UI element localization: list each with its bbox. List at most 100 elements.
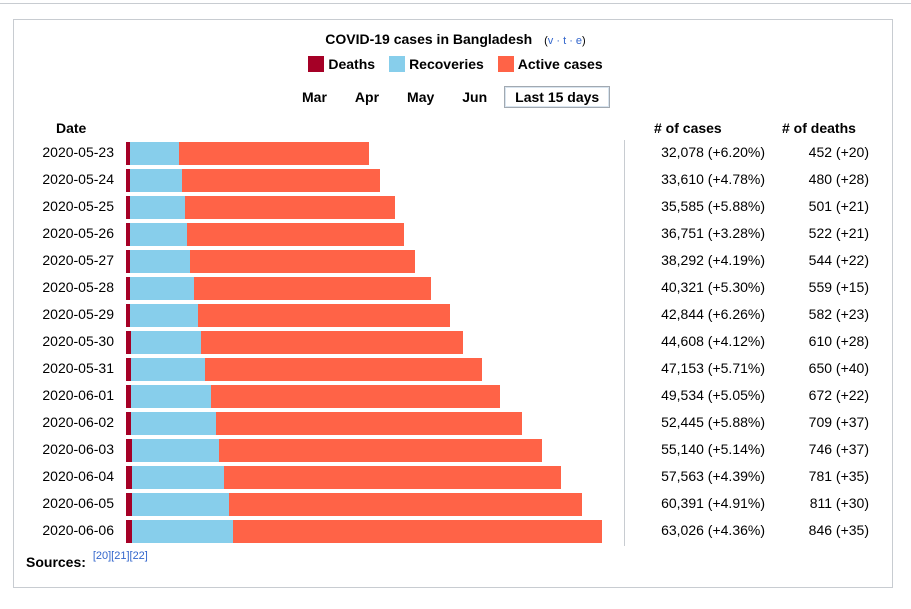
- vte-open: (: [544, 35, 548, 47]
- tab-apr[interactable]: Apr: [354, 89, 380, 105]
- active-bar: [223, 466, 561, 489]
- chart-row: 2020-06-05 60,391 (+4.91%) 811 (+30): [0, 491, 911, 518]
- active-bar: [193, 277, 431, 300]
- active-bar: [211, 385, 501, 408]
- recoveries-bar: [130, 277, 194, 300]
- deaths-bar: [126, 439, 132, 462]
- source-refs[interactable]: [20][21][22]: [92, 550, 148, 562]
- deaths-label: 746 (+37): [808, 441, 869, 457]
- deaths-bar: [126, 250, 131, 273]
- chart-row: 2020-05-24 33,610 (+4.78%) 480 (+28): [0, 167, 911, 194]
- deaths-label: 650 (+40): [808, 360, 869, 376]
- date-label: 2020-05-30: [42, 333, 114, 349]
- recoveries-bar: [130, 223, 188, 246]
- cases-label: 38,292 (+4.19%): [661, 252, 765, 268]
- column-divider: [624, 140, 625, 546]
- title-text: COVID-19 cases in Bangladesh: [325, 31, 533, 47]
- deaths-label: 582 (+23): [808, 306, 869, 322]
- recoveries-bar: [131, 412, 216, 435]
- active-bar: [178, 142, 369, 165]
- deaths-label: 672 (+22): [808, 387, 869, 403]
- deaths-label: 522 (+21): [808, 225, 869, 241]
- tab-jun[interactable]: Jun: [462, 89, 488, 105]
- header-cases: # of cases: [654, 120, 722, 136]
- legend-deaths: Deaths: [308, 56, 375, 72]
- date-label: 2020-05-27: [42, 252, 114, 268]
- deaths-bar: [126, 169, 130, 192]
- chart-row: 2020-06-03 55,140 (+5.14%) 746 (+37): [0, 437, 911, 464]
- recoveries-bar: [132, 520, 233, 543]
- chart-row: 2020-06-06 63,026 (+4.36%) 846 (+35): [0, 518, 911, 545]
- cases-label: 49,534 (+5.05%): [661, 387, 765, 403]
- date-label: 2020-06-01: [42, 387, 114, 403]
- deaths-bar: [126, 493, 133, 516]
- recoveries-bar: [130, 250, 190, 273]
- active-bar: [204, 358, 483, 381]
- legend-deaths-label: Deaths: [328, 56, 376, 72]
- recoveries-bar: [132, 493, 229, 516]
- deaths-bar: [126, 520, 133, 543]
- edit-link[interactable]: e: [575, 35, 583, 47]
- date-label: 2020-05-25: [42, 198, 114, 214]
- cases-label: 63,026 (+4.36%): [661, 522, 765, 538]
- date-label: 2020-05-28: [42, 279, 114, 295]
- deaths-bar: [126, 277, 131, 300]
- date-label: 2020-05-31: [42, 360, 114, 376]
- recoveries-bar: [130, 169, 183, 192]
- date-label: 2020-06-04: [42, 468, 114, 484]
- deaths-label: 811 (+30): [809, 495, 869, 511]
- deaths-bar: [126, 385, 132, 408]
- deaths-swatch: [308, 56, 325, 72]
- cases-label: 57,563 (+4.39%): [661, 468, 765, 484]
- date-label: 2020-06-03: [42, 441, 114, 457]
- chart-row: 2020-05-30 44,608 (+4.12%) 610 (+28): [0, 329, 911, 356]
- legend-active-label: Active cases: [517, 56, 603, 72]
- cases-label: 40,321 (+5.30%): [661, 279, 765, 295]
- chart-row: 2020-05-31 47,153 (+5.71%) 650 (+40): [0, 356, 911, 383]
- deaths-label: 559 (+15): [808, 279, 869, 295]
- deaths-label: 610 (+28): [808, 333, 869, 349]
- deaths-bar: [126, 196, 130, 219]
- legend-active: Active cases: [497, 56, 603, 72]
- view-link[interactable]: v: [547, 35, 554, 47]
- chart-row: 2020-05-23 32,078 (+6.20%) 452 (+20): [0, 140, 911, 167]
- chart-row: 2020-05-26 36,751 (+3.28%) 522 (+21): [0, 221, 911, 248]
- cases-label: 42,844 (+6.26%): [661, 306, 765, 322]
- tab-may[interactable]: May: [407, 89, 435, 105]
- chart-row: 2020-05-28 40,321 (+5.30%) 559 (+15): [0, 275, 911, 302]
- deaths-bar: [126, 358, 131, 381]
- active-bar: [201, 331, 463, 354]
- date-label: 2020-06-06: [42, 522, 114, 538]
- deaths-bar: [126, 304, 131, 327]
- cases-label: 47,153 (+5.71%): [661, 360, 765, 376]
- active-bar: [189, 250, 416, 273]
- date-label: 2020-06-05: [42, 495, 114, 511]
- talk-link[interactable]: t: [563, 35, 567, 47]
- deaths-bar: [126, 412, 132, 435]
- active-bar: [185, 196, 395, 219]
- cases-label: 52,445 (+5.88%): [661, 414, 765, 430]
- vte-close: ): [582, 35, 586, 47]
- sources-label: Sources:: [26, 554, 86, 570]
- chart-row: 2020-06-02 52,445 (+5.88%) 709 (+37): [0, 410, 911, 437]
- recoveries-bar: [130, 304, 199, 327]
- cases-label: 55,140 (+5.14%): [661, 441, 765, 457]
- deaths-label: 781 (+35): [808, 468, 869, 484]
- recoveries-bar: [130, 331, 202, 354]
- tab-mar[interactable]: Mar: [302, 89, 327, 105]
- deaths-label: 544 (+22): [808, 252, 869, 268]
- chart-title: COVID-19 cases in Bangladesh (v · t · e): [0, 31, 911, 47]
- date-label: 2020-05-24: [42, 171, 114, 187]
- cases-label: 60,391 (+4.91%): [661, 495, 765, 511]
- vte-links: (v · t · e): [544, 35, 586, 47]
- recoveries-bar: [131, 466, 224, 489]
- cases-label: 36,751 (+3.28%): [661, 225, 765, 241]
- deaths-bar: [126, 223, 130, 246]
- deaths-label: 480 (+28): [808, 171, 869, 187]
- tab-last-15-days[interactable]: Last 15 days: [504, 86, 611, 108]
- chart-row: 2020-05-25 35,585 (+5.88%) 501 (+21): [0, 194, 911, 221]
- active-bar: [215, 412, 523, 435]
- active-bar: [198, 304, 450, 327]
- cases-label: 35,585 (+5.88%): [661, 198, 765, 214]
- legend-recoveries-label: Recoveries: [409, 56, 484, 72]
